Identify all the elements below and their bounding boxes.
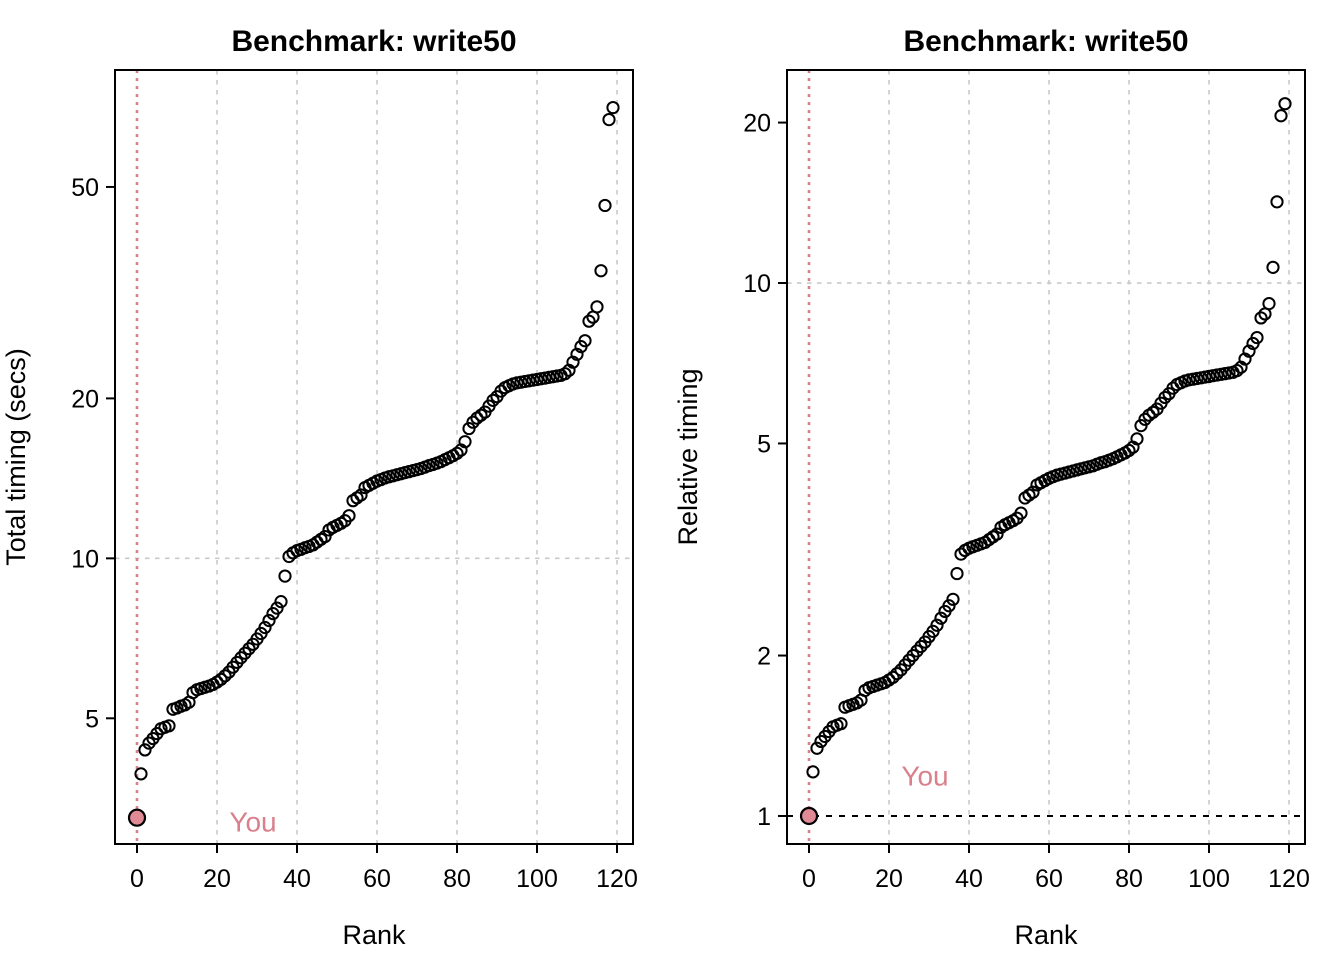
panel-relative-timing: Benchmark: write50 Relative timing Rank … — [673, 25, 1310, 950]
data-point — [318, 529, 332, 544]
data-point — [270, 601, 284, 615]
x-tick-label: 0 — [130, 865, 144, 893]
x-tick-label: 60 — [1035, 865, 1063, 893]
data-point — [834, 717, 848, 731]
data-point — [354, 488, 368, 502]
x-tick-label: 80 — [1115, 865, 1143, 893]
x-tick-label: 60 — [363, 865, 391, 893]
data-point — [1266, 260, 1280, 274]
data-point — [570, 347, 584, 361]
y-tick-label: 50 — [71, 174, 99, 202]
you-annotation: You — [229, 807, 276, 838]
data-point — [134, 767, 148, 781]
x-tick-label: 0 — [802, 865, 816, 893]
data-point — [1270, 195, 1284, 209]
data-point — [486, 393, 500, 407]
data-point — [558, 367, 572, 381]
data-point — [274, 595, 288, 609]
panel-left-plot-area: 0 20 40 60 80 100 120 5 10 20 50 You — [71, 69, 638, 893]
panel-left-y-axis-label: Total timing (secs) — [1, 348, 31, 566]
x-tick-label: 100 — [1188, 865, 1230, 893]
x-tick-label: 20 — [875, 865, 903, 893]
data-point — [582, 314, 596, 328]
data-point — [602, 112, 616, 127]
data-point — [806, 765, 820, 779]
plot-border — [114, 69, 634, 845]
data-point — [162, 719, 176, 733]
data-point — [138, 743, 152, 757]
data-point — [1138, 412, 1152, 426]
data-point — [590, 300, 604, 314]
data-point — [1158, 390, 1172, 405]
data-point — [578, 334, 592, 348]
panel-right-y-axis-label: Relative timing — [673, 368, 703, 545]
data-point — [262, 613, 276, 628]
y-tick-label: 5 — [85, 705, 99, 733]
y-tick-label: 5 — [757, 430, 771, 458]
data-point — [934, 611, 948, 625]
data-point — [1278, 97, 1292, 111]
you-point — [127, 808, 147, 827]
x-tick-label: 40 — [283, 865, 311, 893]
data-point — [1122, 443, 1136, 458]
panel-total-timing: Benchmark: write50 Total timing (secs) R… — [1, 25, 638, 950]
data-point — [1254, 311, 1268, 325]
data-point — [1242, 344, 1256, 358]
panel-left-x-axis-label: Rank — [342, 920, 406, 950]
y-tick-label: 2 — [757, 643, 771, 671]
data-point — [450, 446, 464, 460]
data-point — [950, 566, 964, 581]
panel-left-title: Benchmark: write50 — [231, 25, 516, 58]
y-tick-label: 20 — [71, 385, 99, 413]
data-point — [218, 669, 232, 683]
y-tick-label: 20 — [743, 110, 771, 138]
x-tick-label: 80 — [443, 865, 471, 893]
x-tick-label: 100 — [516, 865, 558, 893]
data-point — [606, 100, 620, 115]
data-point — [258, 620, 272, 635]
you-point — [799, 806, 819, 826]
data-point — [1262, 296, 1276, 311]
data-point — [214, 672, 228, 686]
data-point — [1274, 109, 1288, 123]
panel-right-title: Benchmark: write50 — [903, 25, 1188, 58]
data-point — [1014, 506, 1028, 520]
plot-border — [786, 69, 1306, 845]
you-annotation: You — [901, 761, 948, 792]
data-point — [598, 198, 612, 213]
y-tick-label: 10 — [743, 270, 771, 298]
y-tick-label: 1 — [757, 803, 771, 831]
data-point — [342, 509, 356, 523]
x-tick-label: 120 — [1268, 865, 1310, 893]
x-tick-label: 120 — [596, 865, 638, 893]
data-point — [1026, 485, 1040, 499]
panel-right-x-axis-label: Rank — [1014, 920, 1078, 950]
x-tick-label: 20 — [203, 865, 231, 893]
data-point — [990, 527, 1004, 541]
data-point — [890, 666, 904, 681]
data-point — [886, 670, 900, 684]
data-point — [1230, 363, 1244, 378]
data-point — [458, 435, 472, 449]
data-point — [942, 599, 956, 613]
data-point — [930, 618, 944, 632]
data-point — [594, 264, 608, 278]
data-point — [810, 741, 824, 755]
y-tick-label: 10 — [71, 545, 99, 573]
data-point — [1130, 432, 1144, 446]
data-point — [946, 592, 960, 606]
x-tick-label: 40 — [955, 865, 983, 893]
data-point — [1250, 330, 1264, 345]
data-point — [466, 415, 480, 429]
data-point — [278, 569, 292, 583]
panel-right-plot-area: 0 20 40 60 80 100 120 1 2 5 10 20 You — [743, 69, 1310, 893]
data-point — [566, 355, 580, 369]
